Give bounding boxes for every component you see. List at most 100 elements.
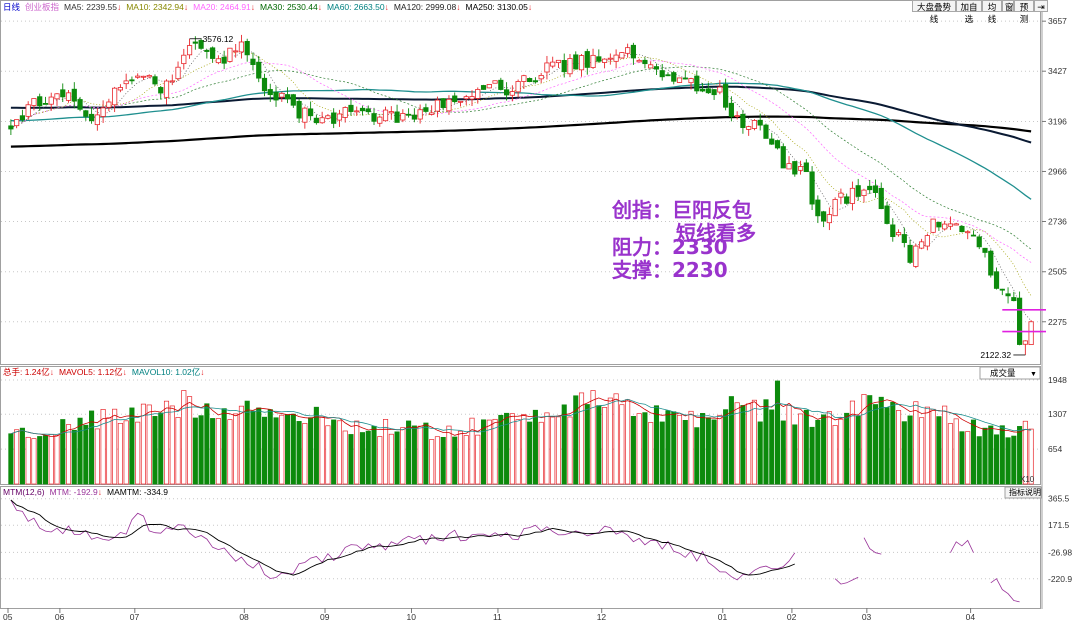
volume-bar-down xyxy=(60,419,66,485)
candle xyxy=(406,108,412,118)
toolbar-button-overlay[interactable]: 大盘叠势线 xyxy=(912,0,956,24)
volume-bar-up xyxy=(140,403,146,485)
volume-bar-down xyxy=(423,422,429,485)
candle xyxy=(365,105,371,115)
candle-body-down xyxy=(1005,293,1011,297)
volume-bar-up xyxy=(965,431,971,485)
candle-body-up xyxy=(429,112,435,115)
candle xyxy=(8,119,14,136)
candle-body-up xyxy=(106,101,112,108)
candle-body-up xyxy=(509,91,515,96)
candle-body-down xyxy=(769,138,775,145)
candle xyxy=(19,109,26,122)
volume-bar-up xyxy=(457,430,464,485)
toolbar-button-ma[interactable]: 均线 xyxy=(982,0,1002,24)
candle xyxy=(976,234,982,250)
indicator-select[interactable]: 成交量 ▼ xyxy=(979,366,1041,380)
candle xyxy=(659,63,665,81)
candle xyxy=(135,73,141,79)
volume-bar-up xyxy=(65,424,72,485)
volume-bar-down xyxy=(630,416,636,485)
candle-body-up xyxy=(688,78,694,84)
volume-bar-up xyxy=(1022,420,1028,485)
panel-frames xyxy=(0,0,1041,609)
indicator-help-button[interactable]: 指标说明 xyxy=(1004,486,1042,499)
candle xyxy=(469,90,475,106)
mtm-fragment xyxy=(950,539,974,553)
candle xyxy=(146,74,152,79)
candle-body-down xyxy=(728,102,734,117)
exit-icon[interactable]: ⇥ xyxy=(1034,0,1048,12)
volume-bar-down xyxy=(573,395,579,485)
candle xyxy=(65,90,72,103)
candle-body-up xyxy=(475,89,481,99)
volume-bar-up xyxy=(613,393,619,485)
volume-bar-up xyxy=(400,427,406,485)
indicator-select-box[interactable] xyxy=(979,366,1041,380)
candle-body-down xyxy=(83,110,89,117)
volume-bar-down xyxy=(757,421,763,485)
candle xyxy=(152,74,158,86)
candle-body-up xyxy=(486,83,492,89)
toolbar-button-forecast[interactable]: 预测 xyxy=(1014,0,1034,24)
volume-bar-down xyxy=(158,412,164,485)
candle xyxy=(780,143,786,169)
candle xyxy=(256,55,262,83)
volume-bar-up xyxy=(169,405,175,485)
volume-bar-down xyxy=(855,416,861,485)
candle-body-up xyxy=(238,41,245,53)
candle-body-down xyxy=(394,111,400,123)
candle-body-up xyxy=(619,52,625,59)
help-button-box[interactable] xyxy=(1004,486,1042,499)
toolbar-button-window[interactable]: 窗 xyxy=(1002,0,1014,12)
candle xyxy=(163,79,170,105)
candle xyxy=(181,48,187,70)
price-grid xyxy=(1,20,1040,323)
candle xyxy=(913,243,919,269)
mtm-tick-label: 171.5 xyxy=(1048,520,1070,530)
candle-body-down xyxy=(37,96,43,107)
volume-bar-up xyxy=(838,418,844,485)
volume-bar-down xyxy=(1005,437,1011,485)
candle-body-up xyxy=(636,59,642,63)
candle xyxy=(527,77,533,83)
candle xyxy=(83,109,89,121)
candle xyxy=(503,82,510,101)
volume-bar-down xyxy=(452,436,458,485)
candle-body-down xyxy=(452,95,458,103)
candle-body-down xyxy=(250,58,256,65)
candle-body-down xyxy=(844,196,850,204)
candle xyxy=(699,82,706,93)
candle xyxy=(486,83,492,89)
volume-bar-down xyxy=(780,420,786,485)
toolbar-button-add-favorite[interactable]: 加自选 xyxy=(956,0,982,24)
candle xyxy=(878,182,884,210)
volume-bar-up xyxy=(135,421,141,485)
candle-body-up xyxy=(112,87,118,106)
volume-bar-down xyxy=(993,434,1000,485)
candle xyxy=(538,72,544,84)
annotation-block: 创指：巨阳反包 短线看多 阻力：2330 支撑：2230 xyxy=(611,198,756,282)
candle-body-down xyxy=(256,61,262,79)
candle-body-up xyxy=(123,80,129,85)
arrow-icon: ↓ xyxy=(528,2,532,12)
candle xyxy=(682,70,688,80)
candle xyxy=(325,114,331,120)
volume-bar-down xyxy=(970,419,977,485)
candle-body-up xyxy=(25,104,31,117)
volume-bar-down xyxy=(221,408,227,485)
candle xyxy=(872,179,879,198)
candle xyxy=(480,84,487,90)
candle xyxy=(423,103,429,113)
volume-bar-up xyxy=(924,406,930,485)
arrow-icon: ↓ xyxy=(200,367,204,377)
annotation-line-3: 阻力：2330 xyxy=(612,235,728,259)
candle xyxy=(233,43,239,58)
volume-bar-up xyxy=(1028,428,1034,485)
volume-bar-down xyxy=(250,410,256,485)
month-label: 08 xyxy=(239,612,249,621)
candle xyxy=(342,106,348,123)
volume-bar-up xyxy=(215,418,221,485)
candle-body-up xyxy=(826,214,832,224)
